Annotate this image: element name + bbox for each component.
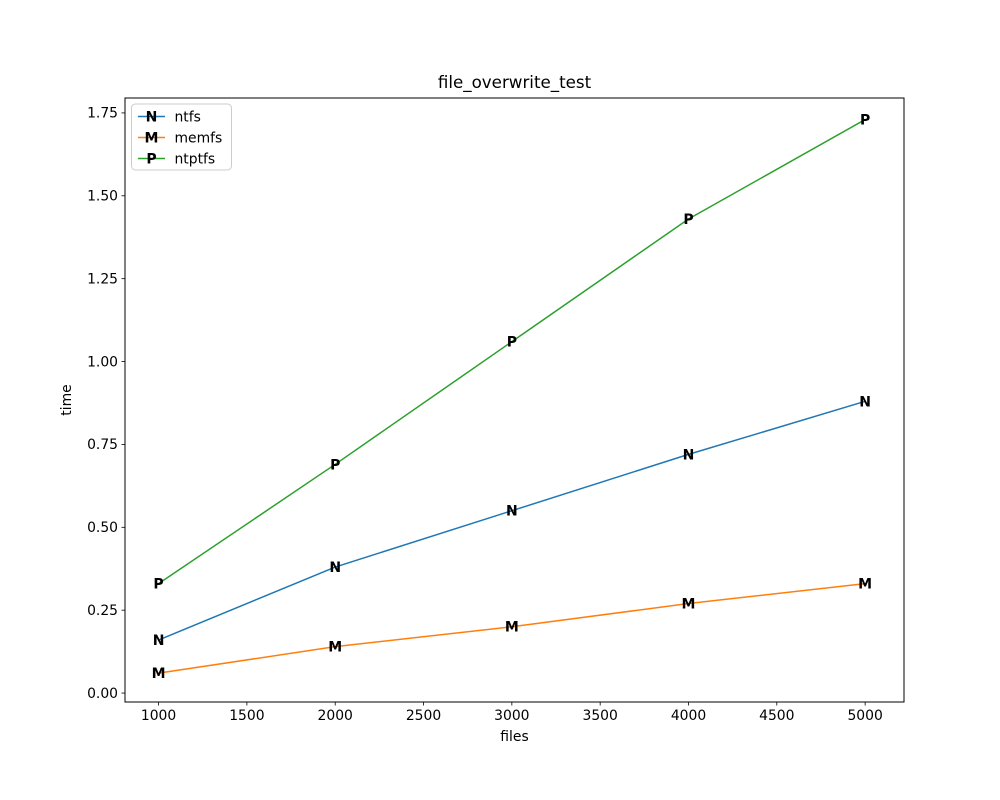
y-tick-label: 1.00 [87, 354, 118, 370]
marker-M-memfs: M [858, 577, 872, 593]
y-tick-label: 1.50 [87, 189, 118, 205]
legend-box [131, 103, 232, 171]
legend-label-ntptfs: ntptfs [175, 152, 216, 168]
marker-P-ntptfs: P [153, 577, 163, 593]
series-line-ntptfs [157, 118, 866, 585]
x-tick-label: 3000 [494, 708, 529, 724]
marker-M-memfs: M [505, 620, 519, 636]
marker-M-memfs: M [328, 640, 342, 656]
y-tick-label: 0.75 [87, 437, 118, 453]
plot-area [124, 97, 905, 703]
x-tick-label: 5000 [847, 708, 882, 724]
marker-M-memfs: M [152, 666, 166, 682]
marker-P-ntptfs: P [330, 457, 340, 473]
x-tick-label: 2000 [318, 708, 353, 724]
legend-marker-P: P [146, 152, 156, 168]
x-tick-label: 3500 [582, 708, 617, 724]
y-tick-label: 1.25 [87, 271, 118, 287]
legend-label-ntfs: ntfs [175, 110, 201, 126]
y-axis-label: time [59, 384, 75, 415]
legend-label-memfs: memfs [175, 131, 223, 147]
marker-P-ntptfs: P [507, 335, 517, 351]
series-line-ntfs [157, 400, 866, 641]
marker-M-memfs: M [682, 597, 696, 613]
x-tick-label: 4000 [671, 708, 706, 724]
axis-ticks: 1000 1500 2000 2500 3000 3500 4000 4500 5000 0.00… [87, 106, 883, 724]
chart-title: file_overwrite_test [438, 72, 592, 93]
x-axis-label: files [500, 729, 528, 745]
legend-marker-M: M [145, 131, 159, 147]
marker-N-ntfs: N [506, 504, 518, 520]
x-tick-label: 1500 [229, 708, 264, 724]
legend-marker-N: N [146, 110, 158, 126]
y-tick-label: 0.00 [87, 686, 118, 702]
x-tick-label: 1000 [141, 708, 176, 724]
marker-N-ntfs: N [329, 560, 341, 576]
y-tick-label: 0.50 [87, 520, 118, 536]
marker-P-ntptfs: P [860, 113, 870, 129]
marker-N-ntfs: N [683, 447, 695, 463]
x-tick-label: 4500 [759, 708, 794, 724]
x-tick-label: 2500 [406, 708, 441, 724]
series-line-memfs [157, 582, 866, 674]
y-tick-label: 1.75 [87, 106, 118, 122]
marker-N-ntfs: N [859, 394, 871, 410]
marker-P-ntptfs: P [683, 212, 693, 228]
marker-N-ntfs: N [153, 633, 165, 649]
y-tick-label: 0.25 [87, 603, 118, 619]
series-lines: N N N N N M M M M M P P P P P [152, 113, 873, 683]
